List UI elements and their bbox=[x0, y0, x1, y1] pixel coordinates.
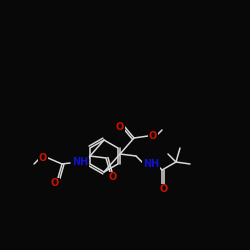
Text: O: O bbox=[109, 172, 117, 182]
Text: NH: NH bbox=[72, 157, 88, 167]
Text: O: O bbox=[160, 184, 168, 194]
Text: O: O bbox=[39, 153, 47, 163]
Text: O: O bbox=[116, 122, 124, 132]
Text: O: O bbox=[51, 178, 59, 188]
Text: O: O bbox=[149, 131, 157, 141]
Text: NH: NH bbox=[143, 159, 159, 169]
